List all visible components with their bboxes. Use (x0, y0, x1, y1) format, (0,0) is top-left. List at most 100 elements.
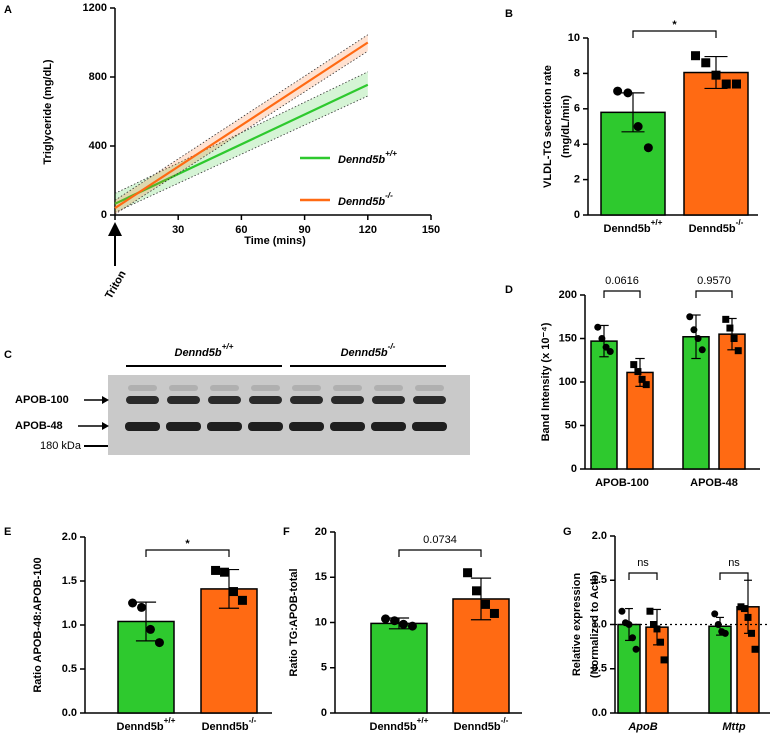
data-point (633, 122, 643, 131)
data-point (721, 79, 731, 89)
y-tick-label: 10 (315, 616, 327, 628)
y-tick-label: 2.0 (62, 531, 77, 543)
blot-band (331, 396, 364, 404)
blot-band (249, 396, 282, 404)
x-tick-label: Dennd5b+/+ (370, 716, 429, 733)
arrow-head (108, 222, 122, 236)
bar (718, 333, 746, 470)
data-point (598, 335, 606, 342)
significance-label: 0.0734 (423, 534, 457, 546)
y-tick-label: 4 (574, 138, 581, 150)
y-axis-title: Triglyceride (mg/dL) (42, 59, 54, 164)
bar (708, 625, 732, 714)
band-arrowhead (102, 396, 109, 404)
band-label: APOB-48 (15, 420, 63, 432)
data-point (237, 595, 247, 605)
y-tick-label: 0 (571, 463, 577, 475)
blot-smear (374, 385, 403, 391)
data-point (602, 343, 610, 351)
data-point (154, 638, 164, 648)
y-axis-title: Relative expression (571, 573, 583, 677)
data-point (698, 346, 706, 354)
significance-bracket (695, 290, 733, 298)
x-axis-title: Time (mins) (244, 235, 306, 247)
data-point (632, 645, 640, 653)
blot-band (412, 422, 447, 431)
y-tick-label: 1200 (83, 2, 107, 14)
line (114, 41, 369, 210)
legend-label: Dennd5b+/+ (338, 149, 397, 166)
y-tick-label: 1.0 (62, 619, 77, 631)
data-point (137, 602, 147, 612)
line (114, 83, 369, 205)
annotation: Triton (103, 268, 129, 301)
confidence-band (115, 71, 368, 213)
y-tick-label: 0.0 (592, 707, 607, 719)
panel-letter: A (4, 4, 12, 16)
band-arrowhead (102, 422, 109, 430)
data-point (690, 326, 698, 334)
data-point (480, 599, 490, 609)
blot-band (372, 396, 405, 404)
bar (683, 71, 749, 216)
significance-label: * (185, 538, 190, 550)
x-tick-label: Dennd5b+/+ (117, 716, 176, 733)
y-tick-label: 800 (89, 71, 107, 83)
data-point (625, 621, 633, 628)
y-tick-label: 15 (315, 571, 327, 583)
blot-smear (128, 385, 157, 391)
blot-smear (333, 385, 362, 391)
data-point (128, 598, 138, 608)
blot-band (289, 422, 324, 431)
blot-smear (251, 385, 280, 391)
blot-smear (292, 385, 321, 391)
blot-band (166, 422, 201, 431)
panel-letter: C (4, 349, 12, 361)
data-point (686, 313, 694, 321)
x-tick-label: ApoB (627, 721, 657, 733)
data-point (657, 638, 665, 646)
band-edge (114, 34, 369, 201)
y-axis-title: Ratio APOB-48:APOB-100 (32, 557, 44, 692)
significance-bracket (603, 290, 641, 298)
blot-band (330, 422, 365, 431)
data-point (701, 58, 711, 68)
data-point (630, 361, 638, 369)
blot-band (290, 396, 323, 404)
data-point (722, 315, 730, 323)
blot-smear (210, 385, 239, 391)
blot-background (108, 375, 470, 455)
x-tick-label: 120 (359, 224, 377, 236)
y-tick-label: 50 (565, 419, 577, 431)
y-axis-title: (mg/dL/min) (560, 95, 572, 158)
x-tick-label: APOB-48 (690, 477, 738, 489)
y-tick-label: 100 (559, 376, 577, 388)
data-point (660, 656, 668, 664)
x-tick-label: Mttp (722, 721, 745, 733)
data-point (623, 88, 633, 98)
significance-bracket (632, 30, 717, 38)
y-tick-label: 0.5 (62, 663, 77, 675)
data-point (734, 347, 742, 355)
data-point (740, 605, 748, 613)
group-label: Dennd5b+/+ (175, 342, 234, 359)
data-point (489, 608, 499, 618)
data-point (726, 324, 734, 332)
y-tick-label: 2 (574, 174, 580, 186)
y-tick-label: 8 (574, 67, 580, 79)
y-axis-title: Band Intensity (x 10⁻⁴) (540, 322, 552, 441)
band-edge (114, 95, 368, 213)
data-point (643, 143, 653, 153)
data-point (751, 645, 759, 653)
significance-bracket (145, 549, 230, 557)
data-point (618, 607, 626, 615)
data-point (594, 323, 602, 331)
marker-label: 180 kDa (40, 440, 82, 452)
panel-letter: F (283, 526, 290, 538)
x-tick-label: Dennd5b-/- (689, 218, 744, 235)
data-point (737, 603, 745, 611)
y-tick-label: 1.0 (592, 618, 607, 630)
y-tick-label: 1.5 (592, 574, 607, 586)
data-point (721, 629, 729, 637)
